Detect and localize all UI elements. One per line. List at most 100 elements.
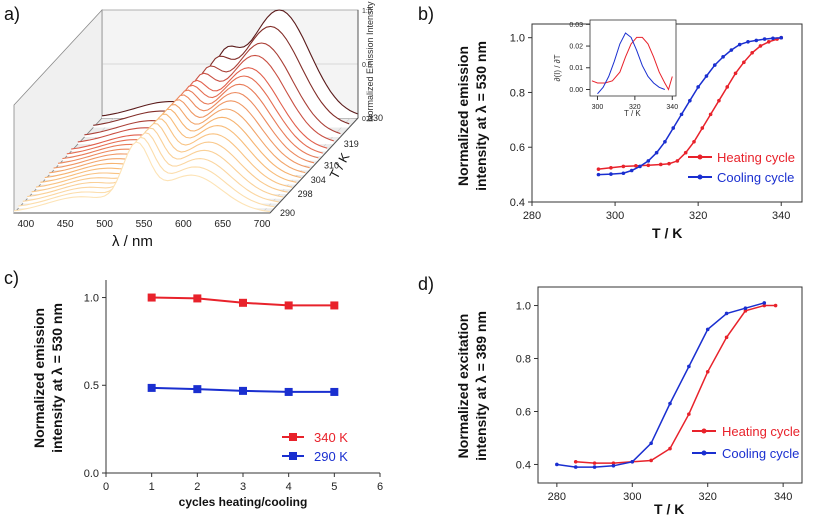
data-point xyxy=(284,301,293,310)
data-point xyxy=(654,150,659,155)
panel-c-series xyxy=(147,293,339,396)
panel-b: b) 280 300 320 340 0.4 0.6 0.8 1.0 T / K Normal… xyxy=(418,4,803,241)
spectrum-line-302 xyxy=(40,113,297,183)
series-line-heating-cycle xyxy=(575,304,776,464)
z-tick-label: 0.0 xyxy=(362,116,372,123)
y-tick-label: 1.0 xyxy=(510,33,525,45)
x-tick-label: 300 xyxy=(623,491,641,503)
panel-c-ticks: 0 1 2 3 4 5 6 0.0 0.5 1.0 xyxy=(84,292,383,493)
inset-series xyxy=(591,32,673,95)
data-point xyxy=(773,303,778,308)
legend-heating-marker xyxy=(697,154,703,160)
t-tick-label: 304 xyxy=(311,175,326,185)
data-point xyxy=(743,306,748,310)
x-tick-label: 280 xyxy=(548,491,566,503)
data-point xyxy=(609,165,613,170)
y-tick-label: 0.01 xyxy=(569,65,583,72)
panel-d: d) 280 300 320 340 0.4 0.6 0.8 1.0 T / K Normal… xyxy=(418,274,803,517)
data-point xyxy=(688,98,692,103)
data-point xyxy=(573,460,578,464)
data-point xyxy=(675,159,680,163)
data-point xyxy=(621,164,626,169)
legend-cooling-marker xyxy=(697,174,703,180)
data-point xyxy=(687,364,691,369)
panel-b-legend: Heating cycle Cooling cycle xyxy=(688,150,795,185)
x-tick-label: 320 xyxy=(689,210,707,222)
spectrum-line-290 xyxy=(13,141,271,213)
data-point xyxy=(634,164,638,168)
data-point xyxy=(743,309,748,313)
data-point xyxy=(705,369,710,374)
panel-d-plot-frame xyxy=(537,286,803,484)
series-line-heating xyxy=(591,36,673,91)
t-tick-label: 290 xyxy=(280,208,295,218)
panel-label-a: a) xyxy=(4,4,20,24)
x-tick-label: 320 xyxy=(629,104,641,111)
y-tick-label: 0.8 xyxy=(510,87,525,99)
panel-b-ticks: 280 300 320 340 0.4 0.6 0.8 1.0 xyxy=(510,33,791,222)
data-point xyxy=(621,171,626,176)
panel-c-xlabel: cycles heating/cooling xyxy=(179,495,308,509)
inset-xlabel: T / K xyxy=(624,109,641,118)
y-tick-label: 0.02 xyxy=(569,44,583,51)
data-point xyxy=(596,167,601,171)
spectrum-line-292 xyxy=(18,136,275,208)
data-point xyxy=(638,164,642,169)
data-point xyxy=(679,112,684,117)
spectrum-fill xyxy=(14,142,270,213)
data-point xyxy=(729,48,734,52)
legend-heating-label: Heating cycle xyxy=(717,150,795,165)
t-tick-label: 330 xyxy=(368,113,383,123)
data-point xyxy=(658,162,663,167)
data-point xyxy=(596,172,601,177)
z-tick-label: 0.5 xyxy=(362,62,372,69)
spectrum-line-312 xyxy=(62,83,319,160)
y-tick-label: 1.0 xyxy=(516,300,531,312)
x-tick-label: 300 xyxy=(606,210,624,222)
data-point xyxy=(758,44,763,48)
x-tick-label: 340 xyxy=(772,210,790,222)
panel-c: c) 0 1 2 3 4 5 6 0.0 0.5 1.0 cycles heating/cooli… xyxy=(4,268,383,509)
data-point xyxy=(746,40,750,44)
data-point xyxy=(611,461,616,465)
x-tick-label: 600 xyxy=(175,219,192,230)
data-point xyxy=(573,465,578,469)
panel-d-ticks: 280 300 320 340 0.4 0.6 0.8 1.0 xyxy=(516,300,793,503)
x-tick-label: 6 xyxy=(377,481,383,493)
x-tick-label: 320 xyxy=(699,491,717,503)
data-point xyxy=(771,36,775,41)
data-point xyxy=(330,301,339,310)
y-tick-label: 0.4 xyxy=(516,459,531,471)
spectrum-line-316 xyxy=(71,67,328,150)
data-point xyxy=(239,386,247,395)
panel-a-zlabel: T / K xyxy=(326,150,352,181)
data-point xyxy=(724,335,729,340)
panel-d-ylabel-line2: intensity at λ = 389 nm xyxy=(473,311,489,461)
panel-b-ylabel-line1: Normalized emission xyxy=(455,46,471,186)
y-tick-label: 0.00 xyxy=(569,87,583,94)
panel-c-ylabel-line1: Normalized emission xyxy=(31,308,47,448)
data-point xyxy=(750,50,754,55)
legend-290k-label: 290 K xyxy=(314,449,348,464)
data-point xyxy=(754,38,759,43)
spectrum-line-296 xyxy=(27,127,284,198)
y-tick-label: 1.0 xyxy=(84,292,99,304)
y-tick-label: 0.6 xyxy=(516,406,531,418)
spectrum-line-298 xyxy=(31,122,288,193)
panel-c-ylabel-line2: intensity at λ = 530 nm xyxy=(49,303,65,453)
inset-ticks: 300 320 340 0.00 0.01 0.02 0.03 xyxy=(569,22,678,111)
data-point xyxy=(330,387,339,396)
x-tick-label: 650 xyxy=(214,219,231,230)
data-point xyxy=(708,112,713,117)
spectrum-line-326 xyxy=(93,25,350,126)
data-point xyxy=(284,387,293,396)
x-tick-label: 400 xyxy=(17,219,34,230)
spectrum-line-306 xyxy=(49,104,306,174)
data-point xyxy=(147,383,156,392)
panel-a-z-ticks: 0.0 0.5 1.0 xyxy=(362,8,372,123)
data-point xyxy=(630,460,635,464)
data-point xyxy=(696,85,700,89)
data-point xyxy=(683,150,688,155)
data-point xyxy=(609,172,613,176)
panel-d-ylabel-line1: Normalized excitation xyxy=(455,314,471,459)
